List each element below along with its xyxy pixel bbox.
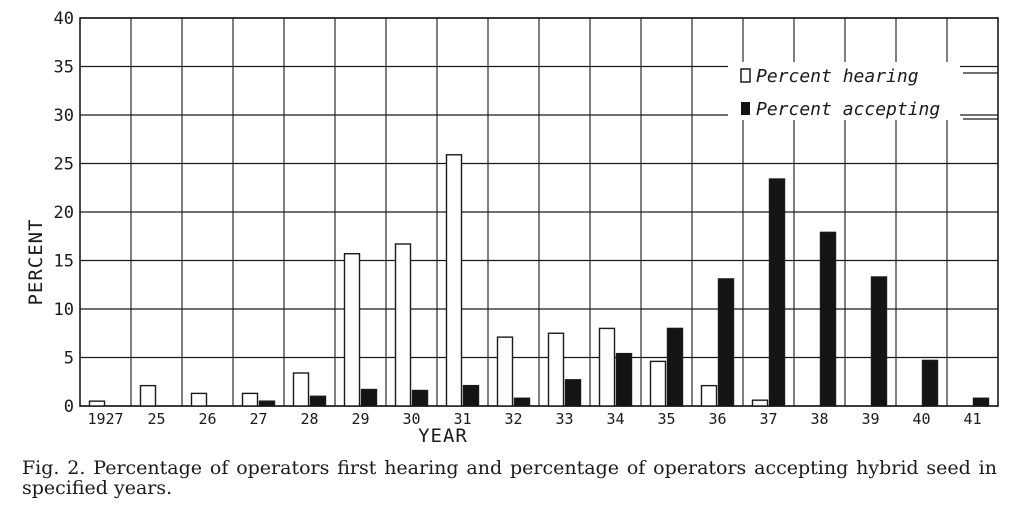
y-axis-title: PERCENT [25,218,47,305]
x-tick-label: 37 [759,410,777,428]
x-tick-label: 36 [708,410,726,428]
x-tick-label: 25 [147,410,165,428]
y-tick-label: 10 [54,300,74,320]
x-tick-label: 35 [657,410,675,428]
x-tick-label: 41 [963,410,981,428]
x-tick-label: 30 [402,410,420,428]
y-tick-label: 0 [64,397,74,417]
bar-percent-accepting [666,327,684,407]
y-tick-label: 35 [54,58,74,78]
x-tick-label: 27 [249,410,267,428]
bar-percent-accepting [513,397,531,407]
bar-percent-hearing [292,372,310,407]
y-tick-label: 15 [54,252,74,272]
y-tick-label: 20 [54,203,74,223]
x-tick-label: 34 [606,410,624,428]
bar-percent-hearing [649,360,667,407]
x-tick-label: 28 [300,410,318,428]
legend-label-accepting: Percent accepting [756,99,940,120]
x-tick-label: 31 [453,410,471,428]
x-tick-label: 1927 [87,410,123,428]
bar-percent-hearing [547,332,565,407]
x-tick-label: 32 [504,410,522,428]
y-tick-label: 5 [64,349,74,369]
bar-percent-accepting [819,231,837,407]
bar-percent-hearing [496,336,514,407]
legend-swatch-hearing [740,68,751,83]
bar-chart: 0 5 10 15 20 25 30 35 40 1927 25 26 27 28 29 30 31 32 33 3… [25,9,999,447]
bar-percent-hearing [241,392,259,407]
bar-percent-hearing [190,392,208,407]
bar-percent-accepting [768,178,786,407]
bar-percent-accepting [972,397,990,407]
bar-percent-hearing [445,154,463,407]
y-tick-labels: 0 5 10 15 20 25 30 35 40 [54,9,74,417]
legend-swatch-accepting [741,102,750,115]
x-tick-label: 33 [555,410,573,428]
bar-percent-accepting [360,388,378,407]
x-axis-title: YEAR [418,425,468,447]
bar-percent-hearing [343,253,361,407]
y-tick-label: 30 [54,106,74,126]
bar-percent-hearing [88,400,106,407]
bar-percent-accepting [309,395,327,407]
x-tick-label: 29 [351,410,369,428]
bar-percent-accepting [411,389,429,407]
figure-caption: Fig. 2. Percentage of operators first he… [22,457,997,499]
bar-percent-hearing [394,243,412,407]
x-tick-labels: 1927 25 26 27 28 29 30 31 32 33 34 35 36 37 38 39 40 41 [87,410,981,428]
bar-percent-accepting [258,400,276,407]
bar-percent-hearing [700,384,718,407]
bar-percent-accepting [615,352,633,407]
bar-percent-accepting [564,379,582,407]
bar-percent-hearing [139,384,157,407]
bar-percent-hearing [598,327,616,407]
y-tick-label: 25 [54,155,74,175]
x-tick-label: 26 [198,410,216,428]
bar-percent-accepting [921,359,939,407]
x-tick-label: 39 [861,410,879,428]
legend-label-hearing: Percent hearing [756,66,919,87]
bar-percent-accepting [462,384,480,407]
x-tick-label: 40 [912,410,930,428]
bar-percent-accepting [870,276,888,407]
y-tick-label: 40 [54,9,74,29]
chart-bars [88,154,990,407]
bar-percent-hearing [751,399,769,407]
legend: Percent hearing Percent accepting [728,62,998,120]
bar-percent-accepting [717,278,735,407]
x-tick-label: 38 [810,410,828,428]
